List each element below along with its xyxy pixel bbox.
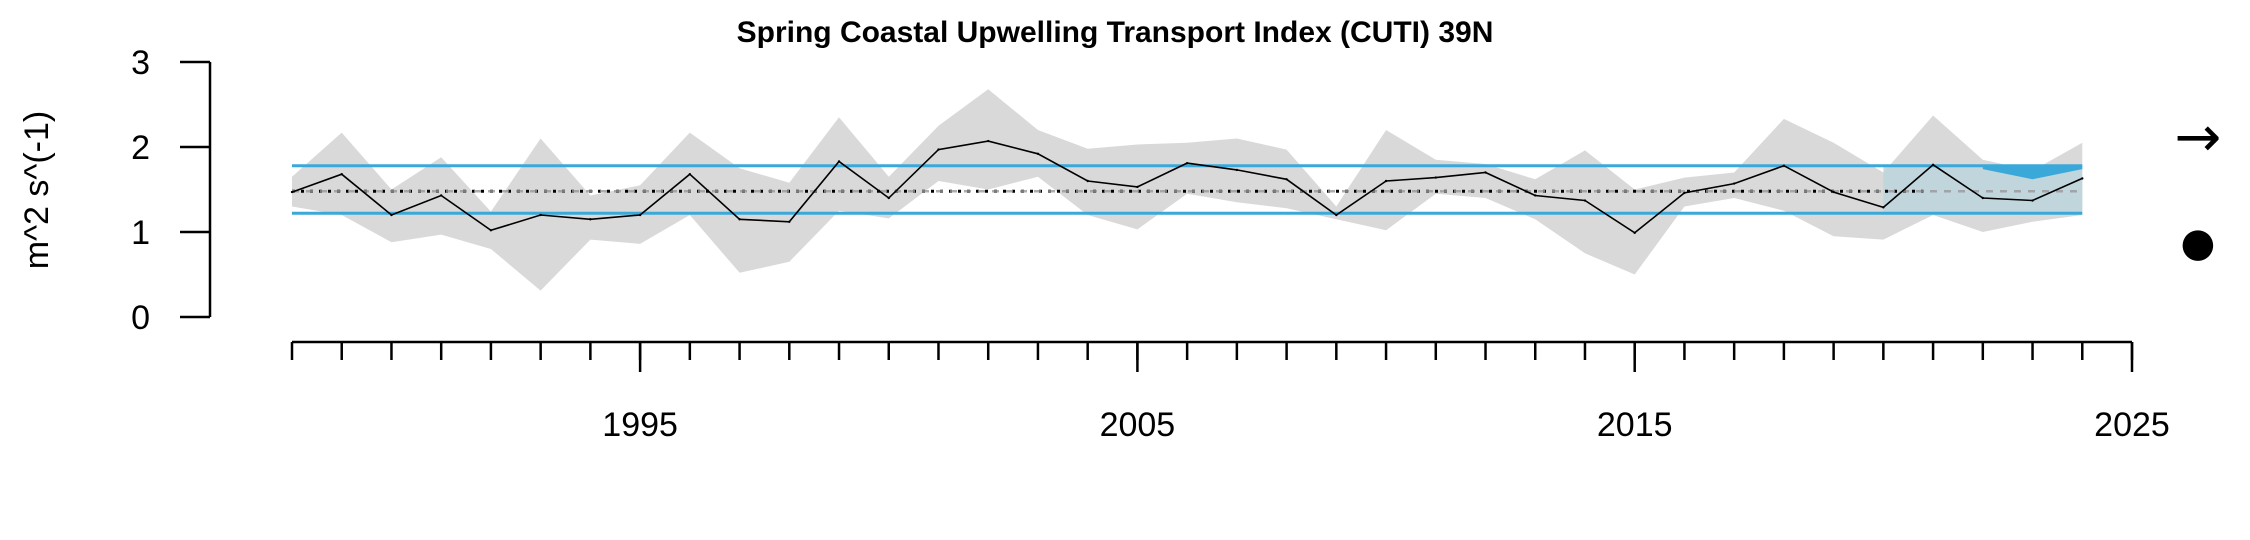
data-point: [887, 196, 890, 200]
recent-trend-arrow-icon: →: [2175, 105, 2222, 170]
data-point: [539, 213, 542, 217]
data-point: [788, 220, 791, 223]
x-tick-label: 1995: [602, 406, 678, 444]
data-point: [987, 139, 990, 143]
y-tick-label: 1: [131, 214, 150, 252]
data-point: [489, 229, 493, 232]
data-point: [1185, 161, 1189, 165]
y-axis-label: m^2 s^(-1): [18, 111, 56, 269]
data-point: [2031, 199, 2034, 202]
recent-highlight: [1982, 165, 2083, 180]
data-point: [1981, 196, 1985, 200]
data-point: [1434, 176, 1437, 179]
data-point: [1633, 231, 1636, 235]
data-point: [290, 190, 294, 194]
data-point: [589, 218, 592, 221]
data-point: [1086, 179, 1089, 183]
data-point: [688, 173, 692, 176]
data-point: [1285, 178, 1288, 181]
y-tick-label: 2: [131, 129, 150, 167]
data-point: [1931, 163, 1935, 167]
data-point: [1335, 213, 1338, 217]
confidence-band: [292, 89, 2083, 291]
plot-area: 0 1 2 3 1995 2005 2015 2025: [131, 44, 2170, 444]
data-point: [1484, 171, 1487, 174]
data-point: [1782, 164, 1786, 167]
data-point: [1882, 206, 1885, 209]
recent-mean-dot-icon: ●: [2181, 220, 2216, 266]
y-tick-label: 0: [131, 299, 150, 337]
data-point: [1384, 179, 1388, 183]
x-tick-label: 2015: [1597, 406, 1673, 444]
data-point: [439, 194, 443, 197]
data-point: [1036, 152, 1040, 155]
x-tick-label: 2005: [1100, 406, 1176, 444]
x-tick-label: 2025: [2094, 406, 2170, 444]
data-point: [390, 213, 393, 217]
y-tick-label: 3: [131, 44, 150, 82]
data-point: [738, 218, 741, 221]
data-point: [1235, 168, 1239, 172]
data-point: [1534, 194, 1537, 197]
data-point: [837, 160, 841, 163]
data-point: [1683, 191, 1686, 195]
data-point: [1583, 199, 1587, 202]
data-point: [2081, 177, 2084, 180]
data-point: [1136, 185, 1139, 189]
data-point: [340, 173, 343, 176]
data-point: [1732, 182, 1736, 185]
chart-title: Spring Coastal Upwelling Transport Index…: [737, 16, 1494, 49]
data-point: [1832, 190, 1835, 194]
data-point: [638, 213, 642, 217]
data-point: [937, 148, 940, 151]
